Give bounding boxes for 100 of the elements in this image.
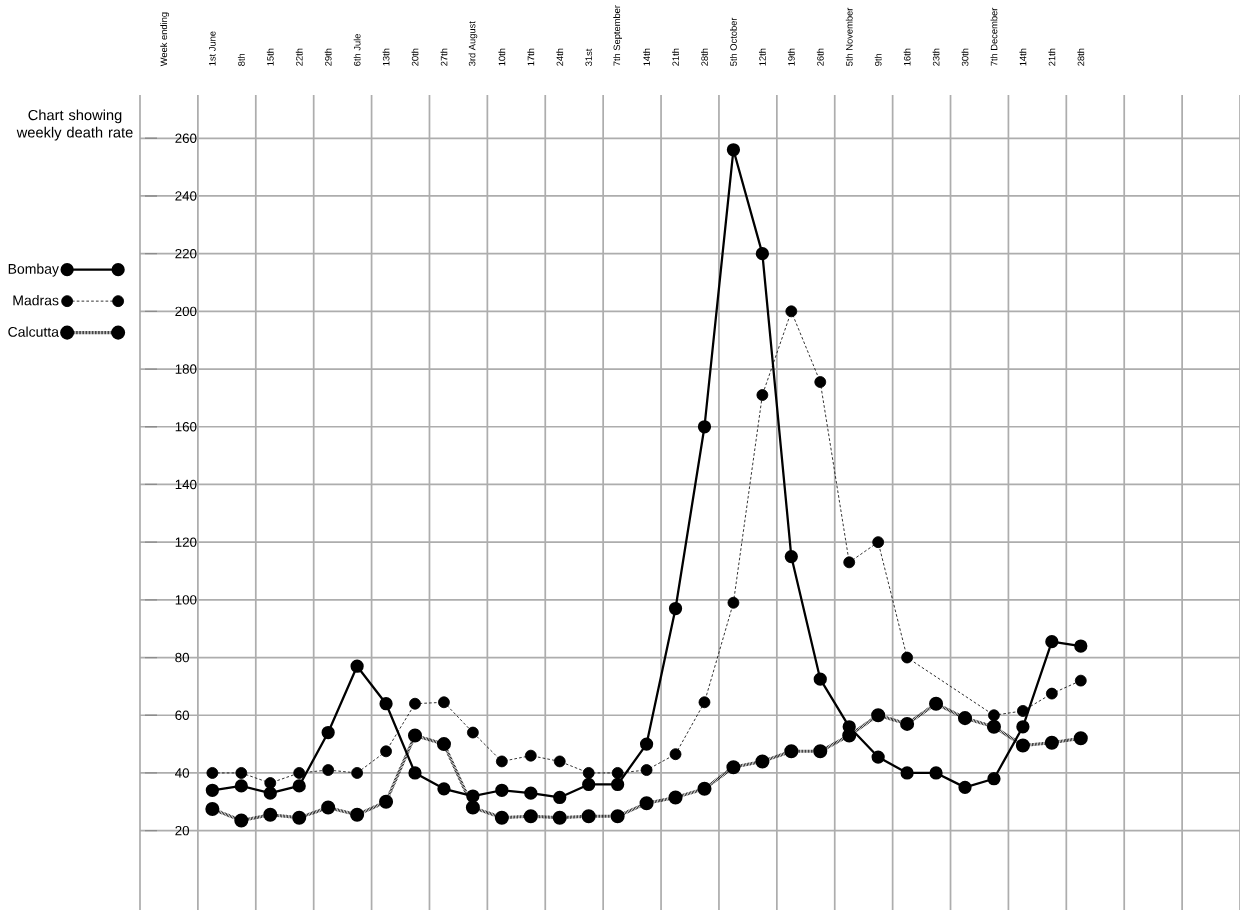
y-tick-label: 220 [175, 248, 197, 259]
point [842, 728, 857, 743]
point [785, 305, 798, 318]
point [494, 810, 509, 825]
point [350, 659, 364, 673]
point [350, 807, 365, 822]
point [582, 777, 596, 792]
point [205, 783, 219, 797]
point [872, 536, 885, 549]
point [553, 790, 567, 805]
x-tick-label: 24th [556, 48, 564, 66]
point [553, 755, 566, 768]
point [581, 809, 596, 824]
point [755, 754, 770, 769]
point [582, 767, 595, 779]
x-tick-label: 7th December [990, 7, 998, 66]
x-tick-label: 22th [295, 48, 303, 66]
point [668, 790, 683, 805]
point [813, 744, 828, 759]
point [495, 783, 509, 797]
x-tick-label: 27th [440, 48, 448, 66]
point [263, 786, 277, 800]
x-tick-label: 5th November [845, 7, 853, 66]
y-tick-label: 160 [175, 422, 197, 432]
point [322, 764, 335, 776]
point [929, 766, 943, 780]
point [639, 737, 654, 751]
point [900, 766, 914, 780]
y-tick-label: 120 [175, 537, 197, 547]
text: Chart showing weekly death rate [16, 109, 133, 141]
point [986, 719, 1001, 734]
x-tick-label: 29th [324, 48, 332, 66]
point [957, 711, 973, 726]
x-tick-label: 1st June [209, 31, 216, 66]
point [408, 766, 422, 780]
point [900, 716, 915, 731]
point [813, 672, 827, 686]
point [234, 779, 248, 793]
point [234, 813, 249, 828]
point [379, 794, 394, 809]
x-tick-label: 12th [758, 48, 766, 66]
x-tick-label: 14th [643, 48, 650, 66]
x-tick-label: 19th [787, 48, 795, 66]
point [552, 810, 567, 825]
point [726, 760, 741, 775]
point [407, 728, 423, 743]
x-tick-label: 7th September [613, 5, 622, 66]
point [523, 809, 538, 824]
point [264, 777, 277, 789]
text: Week ending [160, 12, 169, 67]
point [668, 601, 683, 616]
point [1074, 674, 1087, 687]
y-tick-label: 140 [175, 479, 197, 490]
legend-label: Bombay [8, 263, 59, 277]
point [929, 696, 944, 711]
point [292, 779, 306, 793]
point [987, 772, 1001, 786]
point [1045, 635, 1059, 649]
y-tick-label: 200 [175, 306, 197, 317]
point [611, 777, 625, 792]
x-tick-label: 21th [1048, 48, 1056, 66]
point [205, 801, 220, 817]
x-tick-label: 10th [498, 48, 506, 66]
point [380, 745, 392, 758]
y-tick-label: 80 [175, 652, 190, 663]
point [466, 789, 480, 803]
y-tick-label: 260 [175, 133, 197, 143]
x-tick-label: 23th [932, 48, 940, 66]
point [756, 389, 769, 401]
x-tick-label: 20th [411, 48, 419, 66]
point [292, 810, 307, 825]
point [321, 800, 336, 815]
point [437, 782, 451, 796]
x-tick-label: 13th [382, 48, 390, 66]
point [871, 708, 886, 723]
x-tick-label: 8th [237, 53, 245, 66]
point [465, 800, 480, 815]
x-tick-label: 6th Jule [353, 34, 361, 66]
y-tick-label: 20 [175, 825, 190, 836]
point [409, 697, 421, 710]
point [755, 247, 769, 261]
y-tick-label: 40 [175, 768, 190, 778]
point [1073, 731, 1088, 746]
point [669, 748, 682, 761]
point [958, 780, 972, 795]
point [1017, 705, 1029, 717]
point [843, 556, 856, 569]
y-tick-label: 180 [175, 364, 197, 374]
point [293, 767, 306, 779]
x-tick-label: 21th [672, 48, 679, 66]
point [698, 696, 711, 709]
x-tick-label: 15th [266, 48, 274, 66]
point [610, 809, 625, 824]
x-tick-label: 16th [903, 48, 911, 66]
point [524, 749, 537, 762]
point [1044, 735, 1059, 750]
point [467, 726, 479, 739]
point [871, 750, 885, 764]
point [235, 767, 248, 779]
x-tick-label: 14th [1019, 48, 1027, 66]
